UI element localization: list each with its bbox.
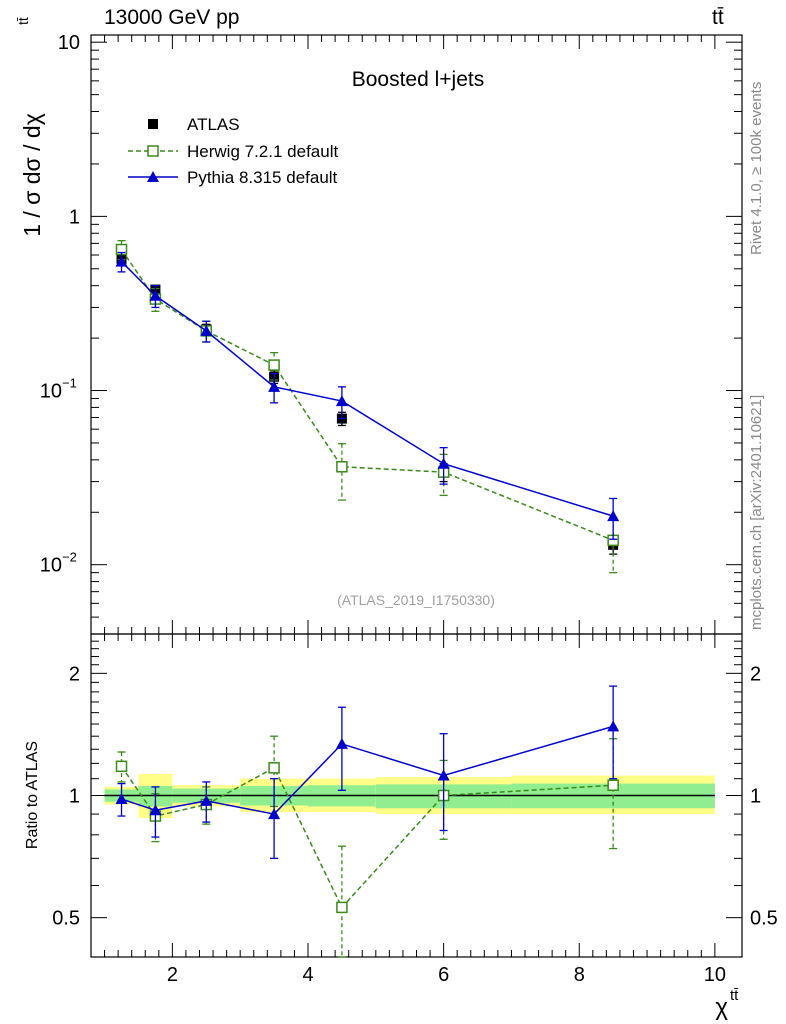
y-ticks-main [91,41,742,635]
ratio-point [115,760,128,773]
data-point [335,395,348,407]
ratio-point [268,808,281,820]
x-tick-label: 4 [302,964,313,986]
y-axis-label-main-text: 1 / σ dσ / dχ [19,113,45,237]
legend-marker [147,171,159,182]
y-tick-label-ratio-left: 0.5 [52,908,80,930]
data-point [437,457,450,469]
y-axis-label-main-superscript: tt̄ [15,17,31,25]
y-tick-label: 10 [40,555,62,577]
legend-label: ATLAS [187,115,240,134]
data-point [268,359,280,371]
ratio-point [607,720,620,732]
ratio-point [149,804,162,816]
ratio-point [607,779,619,791]
data-point [115,255,128,267]
data-point [200,324,213,336]
x-tick-label: 8 [574,964,585,986]
analysis-id: (ATLAS_2019_I1750330) [337,592,495,608]
ratio-series-pythia-8-315-default [115,685,620,860]
legend-marker [148,119,158,129]
y-tick-label-ratio-right: 0.5 [750,908,778,930]
series-pythia-8-315-default [115,251,620,540]
x-tick-label: 6 [438,964,449,986]
ratio-point [200,794,213,806]
x-axis-label-superscript: tt̄ [730,987,739,1004]
y-tick-label-ratio-right: 1 [750,786,761,808]
y-ticks-ratio [91,640,742,919]
legend-marker [147,145,159,157]
ratio-point [268,762,280,774]
y-tick-label-ratio-left: 2 [69,663,80,685]
series-herwig-7-2-1-default [115,240,619,574]
data-point [149,289,162,301]
process-label: tt̄ [712,6,724,29]
data-point [607,510,620,522]
ratio-point [335,737,348,749]
y-tick-label: 10 [40,381,62,403]
data-point [336,461,348,473]
legend-label: Herwig 7.2.1 default [187,142,338,161]
data-point [268,380,281,392]
ratio-series-herwig-7-2-1-default [115,735,619,958]
x-tick-label: 10 [704,964,726,986]
y-tick-label-ratio-right: 2 [750,663,761,685]
series-line [120,249,614,542]
y-axis-label-main: 1 / σ dσ / dχ tt̄ [15,17,45,237]
x-tick-label: 2 [167,964,178,986]
y-tick-label-ratio-left: 1 [69,786,80,808]
x-ticks [104,35,716,957]
series-atlas [116,253,619,555]
energy-label: 13000 GeV pp [104,6,240,29]
y-tick-label-exponent: −1 [62,376,77,391]
y-axis-label-ratio: Ratio to ATLAS [24,741,41,849]
legend: ATLAS Herwig 7.2.1 default Pythia 8.315 de… [128,115,338,187]
ratio-point [437,769,450,781]
chart-title: Boosted l+jets [352,68,485,91]
y-tick-label: 1 [69,206,80,228]
y-tick-label-exponent: −2 [62,550,77,565]
series-line [120,261,614,517]
y-axis-label-ratio-text: Ratio to ATLAS [24,741,41,849]
x-axis-label: χ [715,994,728,1021]
legend-label: Pythia 8.315 default [187,168,338,187]
ratio-point [115,793,128,805]
ratio-point [336,901,348,914]
y-tick-label: 10 [58,32,80,54]
